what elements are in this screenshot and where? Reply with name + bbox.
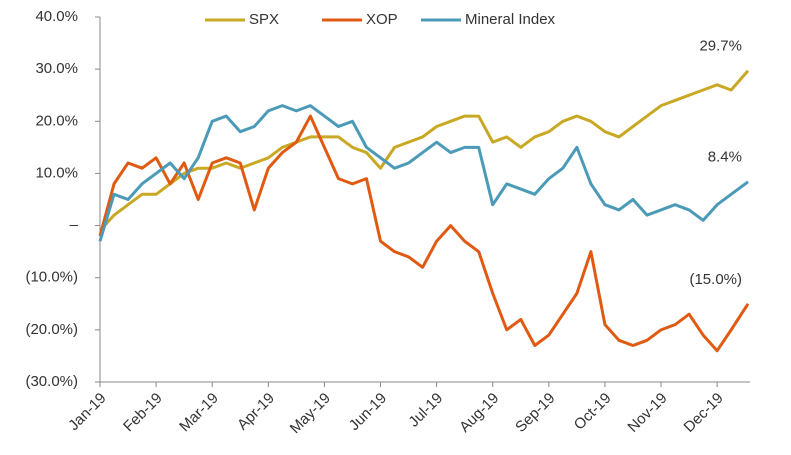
x-tick-label: Dec-19: [681, 390, 727, 436]
x-tick-label: Feb-19: [120, 390, 166, 436]
y-tick-label: –: [70, 217, 79, 234]
legend-label: XOP: [366, 11, 398, 28]
x-tick-label: Jun-19: [346, 390, 390, 434]
x-tick-label: Jul-19: [405, 390, 446, 431]
data-label: (15.0%): [689, 271, 742, 288]
data-label: 29.7%: [699, 38, 742, 55]
y-tick-label: 20.0%: [35, 112, 78, 129]
x-tick-label: May-19: [287, 390, 334, 437]
series-line: [98, 69, 750, 232]
x-tick-label: Oct-19: [571, 390, 615, 434]
y-tick-label: 10.0%: [35, 164, 78, 181]
y-tick-label: (20.0%): [25, 321, 78, 338]
x-tick-label: Sep-19: [512, 390, 558, 436]
y-tick-label: 40.0%: [35, 8, 78, 25]
x-tick-label: Jan-19: [65, 390, 109, 434]
legend-label: SPX: [249, 11, 279, 28]
series-line: [98, 114, 750, 353]
x-tick-label: Mar-19: [176, 390, 222, 436]
y-tick-label: (10.0%): [25, 269, 78, 286]
y-tick-label: (30.0%): [25, 373, 78, 390]
data-label: 8.4%: [708, 149, 742, 166]
x-tick-label: Nov-19: [624, 390, 670, 436]
x-tick-label: Aug-19: [456, 390, 502, 436]
y-tick-label: 30.0%: [35, 60, 78, 77]
series-line: [98, 104, 749, 242]
legend-label: Mineral Index: [465, 11, 556, 28]
x-tick-label: Apr-19: [234, 390, 278, 434]
